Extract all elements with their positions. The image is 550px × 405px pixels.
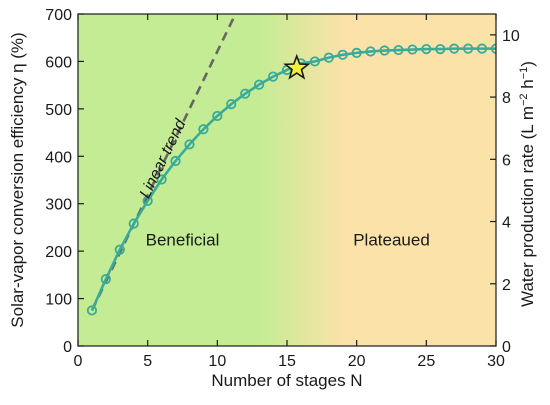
data-point (407, 44, 418, 55)
x-tick-label: 20 (348, 353, 366, 370)
x-tick-label: 25 (417, 353, 435, 370)
x-tick-label: 10 (208, 353, 226, 370)
data-point (323, 52, 334, 63)
data-point (435, 43, 446, 55)
data-point (156, 174, 167, 185)
y2-tick-label: 10 (502, 28, 520, 45)
data-point (309, 56, 320, 67)
y2-title-sup2: −1 (518, 67, 530, 80)
data-point (267, 71, 279, 82)
y2-tick-label: 0 (502, 339, 511, 356)
linear-trend-line (90, 14, 237, 311)
data-point (463, 43, 474, 54)
data-point (100, 274, 111, 285)
data-point (365, 46, 376, 57)
data-point (421, 43, 432, 55)
y2-tick-label: 2 (502, 277, 511, 294)
y-tick-label: 700 (45, 7, 72, 24)
data-point (212, 110, 223, 122)
data-point (476, 43, 488, 54)
data-point (449, 43, 460, 54)
y-tick-label: 0 (63, 339, 72, 356)
data-point (351, 47, 362, 58)
y-tick-label: 400 (45, 149, 72, 166)
data-point (114, 244, 125, 255)
y-tick-label: 100 (45, 292, 72, 309)
y-axis-title: Solar-vapor conversion efficiency η (%) (8, 32, 27, 327)
data-point (337, 49, 348, 60)
y2-title-end: ) (518, 61, 537, 67)
data-point (379, 45, 390, 56)
y2-title-mid: h (518, 79, 537, 93)
x-tick-label: 15 (278, 353, 296, 370)
y-tick-label: 600 (45, 54, 72, 71)
x-tick-label: 30 (487, 353, 505, 370)
y2-tick-label: 8 (502, 90, 511, 107)
data-point (226, 99, 237, 110)
x-tick-label: 0 (74, 353, 83, 370)
data-point (254, 79, 265, 90)
x-tick-label: 5 (143, 353, 152, 370)
y-tick-label: 300 (45, 197, 72, 214)
y2-title-main: Water production rate (L m (518, 106, 537, 307)
y-tick-label: 200 (45, 244, 72, 261)
region-label: Plateaued (353, 230, 430, 249)
y2-tick-label: 4 (502, 215, 511, 232)
data-point (86, 305, 98, 316)
data-point (198, 124, 209, 135)
y2-title-sup1: −2 (518, 93, 530, 106)
data-point (142, 195, 153, 206)
data-point (393, 44, 404, 56)
data-point (184, 139, 195, 150)
y2-axis-title: Water production rate (L m−2 h−1) (518, 61, 537, 307)
y-tick-label: 500 (45, 102, 72, 119)
optimum-star-marker (283, 53, 311, 80)
region-label: Beneficial (146, 230, 220, 249)
data-point (128, 218, 139, 229)
x-axis-title: Number of stages N (211, 371, 362, 390)
data-point (170, 155, 181, 167)
data-point (240, 88, 251, 99)
y2-tick-label: 6 (502, 152, 511, 169)
